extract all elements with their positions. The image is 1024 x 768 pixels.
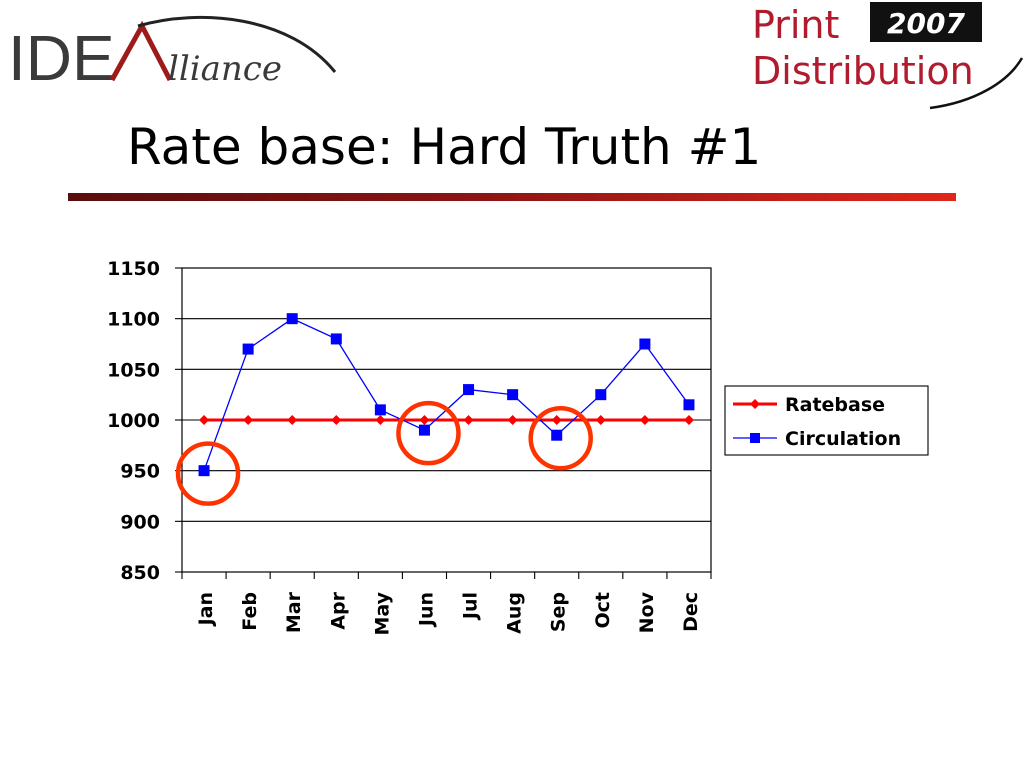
ratebase-point (507, 415, 518, 425)
x-tick-label: Jul (460, 592, 482, 621)
logo-swoosh (137, 15, 337, 73)
ratebase-point (595, 415, 606, 425)
ratebase-point (683, 415, 694, 425)
idealliance-logo: IDE lliance (8, 15, 337, 94)
legend-marker (750, 433, 760, 443)
legend-label: Circulation (785, 428, 901, 450)
ratebase-point (331, 415, 342, 425)
circulation-point (683, 399, 695, 411)
circulation-point (507, 389, 519, 401)
print-distribution-logo: Print 2007 Distribution (752, 2, 1024, 110)
circulation-point (551, 429, 563, 441)
title-divider (68, 193, 956, 201)
x-tick-label: Aug (504, 592, 526, 634)
highlight-circle (175, 441, 241, 506)
ratebase-point (419, 415, 430, 425)
highlight-circles (175, 400, 593, 506)
circulation-point (374, 404, 386, 416)
circulation-point (595, 389, 607, 401)
series-line-circulation (203, 317, 690, 471)
legend-marker (750, 399, 760, 409)
circulation-point (242, 343, 254, 355)
y-tick-label: 900 (120, 511, 160, 533)
x-tick-label: Oct (592, 592, 614, 629)
x-tick-label: May (371, 591, 393, 635)
ratebase-point (639, 415, 650, 425)
circulation-point (463, 384, 475, 396)
circulation-point (330, 333, 342, 345)
x-tick-label: Sep (548, 592, 570, 632)
circulation-point (418, 424, 430, 436)
x-tick-label: Jun (415, 592, 437, 628)
logo-word-ide: IDE (8, 22, 115, 94)
rate-base-chart: 850 900 950 1000 1050 1100 1150 Jan Feb Mar Apr May… (107, 258, 929, 636)
logo-a-glyph (109, 20, 173, 82)
x-tick-label: Dec (680, 592, 702, 632)
logo-print: Print (752, 3, 839, 47)
ratebase-point (243, 415, 254, 425)
x-tick-label: Mar (283, 591, 305, 633)
y-tick-label: 1050 (107, 359, 160, 381)
series (198, 313, 695, 477)
axes: 850 900 950 1000 1050 1100 1150 Jan Feb Mar Apr May… (107, 258, 712, 636)
logo-year: 2007 (887, 7, 965, 40)
circulation-point (639, 338, 651, 350)
logo-year-box (870, 2, 982, 42)
circulation-point (286, 313, 298, 325)
highlight-circle (528, 405, 593, 471)
circulation-point (198, 465, 210, 477)
page-title: Rate base: Hard Truth #1 (127, 118, 762, 176)
ratebase-point (375, 415, 386, 425)
y-tick-label: 1000 (107, 410, 160, 432)
ratebase-point (551, 415, 562, 425)
x-tick-label: Apr (327, 591, 349, 629)
x-tick-label: Jan (195, 592, 217, 627)
legend: Ratebase Circulation (724, 385, 929, 456)
logo-distribution: Distribution (752, 49, 974, 93)
ratebase-point (199, 415, 210, 425)
y-tick-label: 1150 (107, 258, 160, 280)
logo-swoosh-right (929, 57, 1024, 110)
x-tick-label: Feb (239, 592, 261, 631)
ratebase-point (287, 415, 298, 425)
y-tick-label: 850 (120, 562, 160, 584)
highlight-circle (396, 400, 461, 466)
logo-word-lliance: lliance (168, 49, 282, 89)
x-tick-label: Nov (636, 591, 658, 633)
y-tick-label: 950 (120, 461, 160, 483)
ratebase-point (463, 415, 474, 425)
legend-box (724, 385, 929, 456)
legend-label: Ratebase (785, 394, 885, 416)
y-tick-label: 1100 (107, 309, 160, 331)
